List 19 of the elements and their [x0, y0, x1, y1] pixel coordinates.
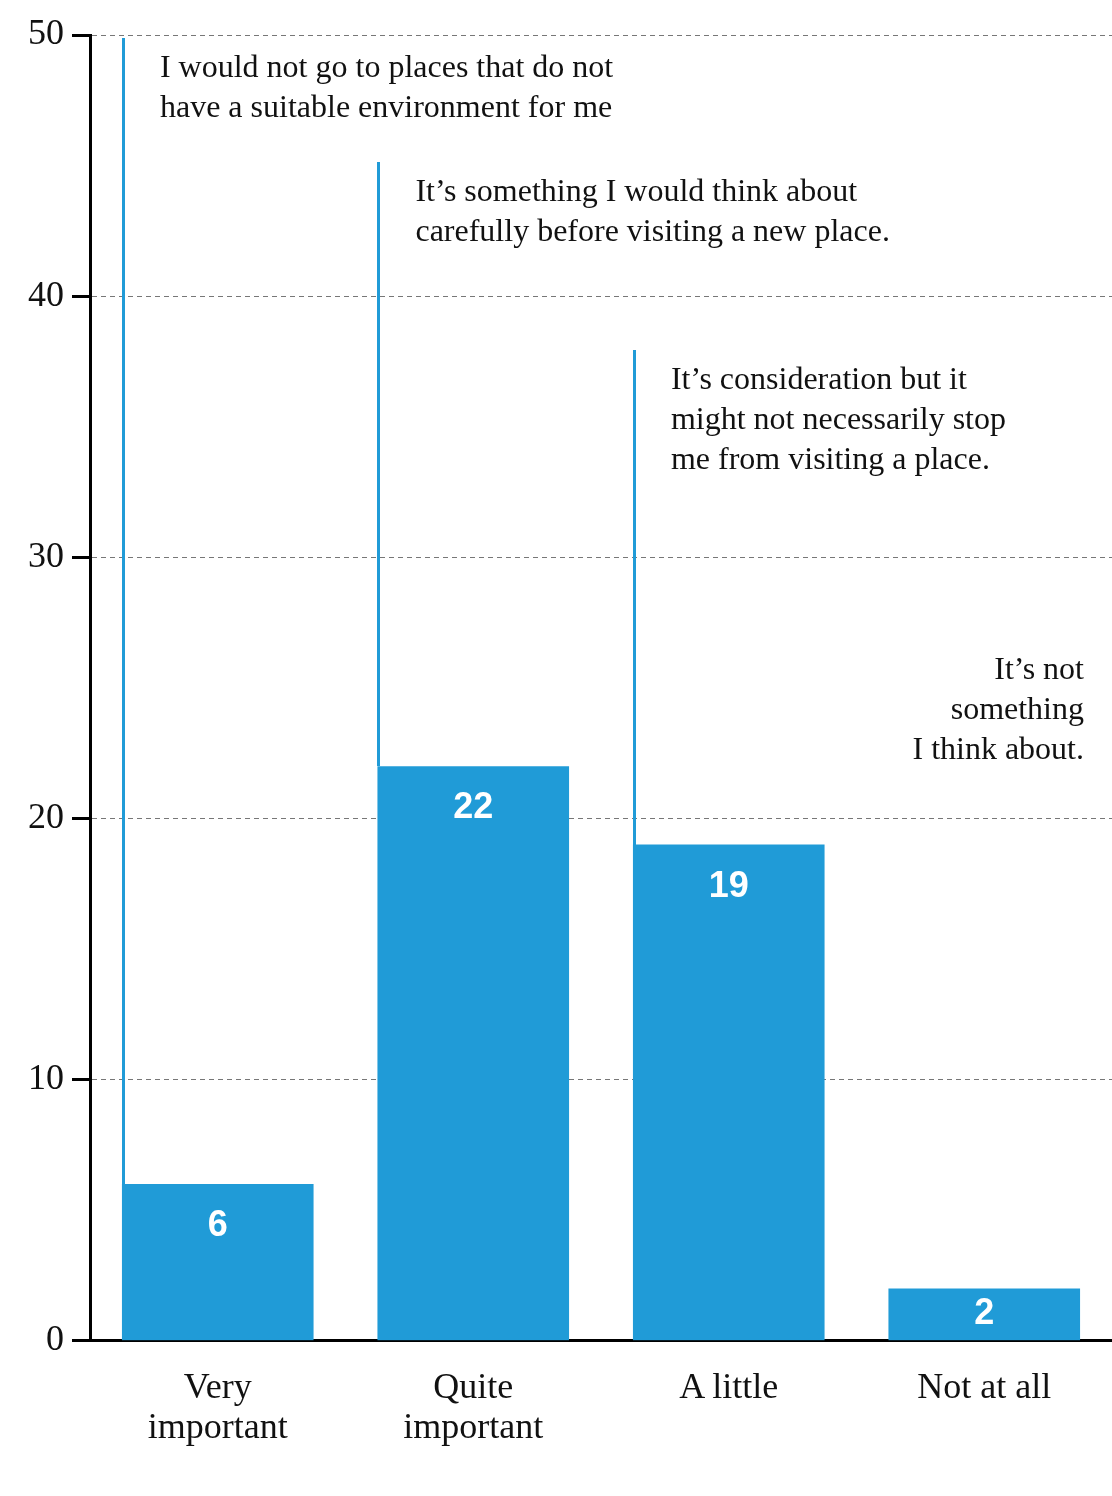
- annotation: It’s something I would think about carefully before visiting a new place.: [415, 171, 890, 250]
- y-tick-label: 10: [28, 1057, 64, 1098]
- y-tick-label: 50: [28, 12, 64, 53]
- x-tick-label: Not at all: [917, 1366, 1052, 1407]
- annotation: It’s consideration but it might not necessarily stop me from visiting a place.: [670, 359, 1006, 478]
- x-tick-label: Quite important: [403, 1366, 544, 1446]
- data-label: 2: [974, 1291, 995, 1333]
- x-tick-label: A little: [679, 1366, 779, 1407]
- y-tick-label: 0: [46, 1318, 64, 1359]
- annotation: I would not go to places that do not have a suitable environment for me: [159, 47, 614, 126]
- y-tick-label: 20: [28, 795, 64, 836]
- data-label: 19: [708, 863, 749, 905]
- y-tick-label: 40: [28, 273, 64, 314]
- data-label: 6: [207, 1203, 228, 1245]
- annotation: It’s not something I think about.: [912, 649, 1084, 768]
- data-label: 22: [453, 785, 494, 827]
- x-tick-label: Very important: [147, 1366, 288, 1446]
- bar: [888, 1288, 1081, 1341]
- y-tick-label: 30: [28, 534, 64, 575]
